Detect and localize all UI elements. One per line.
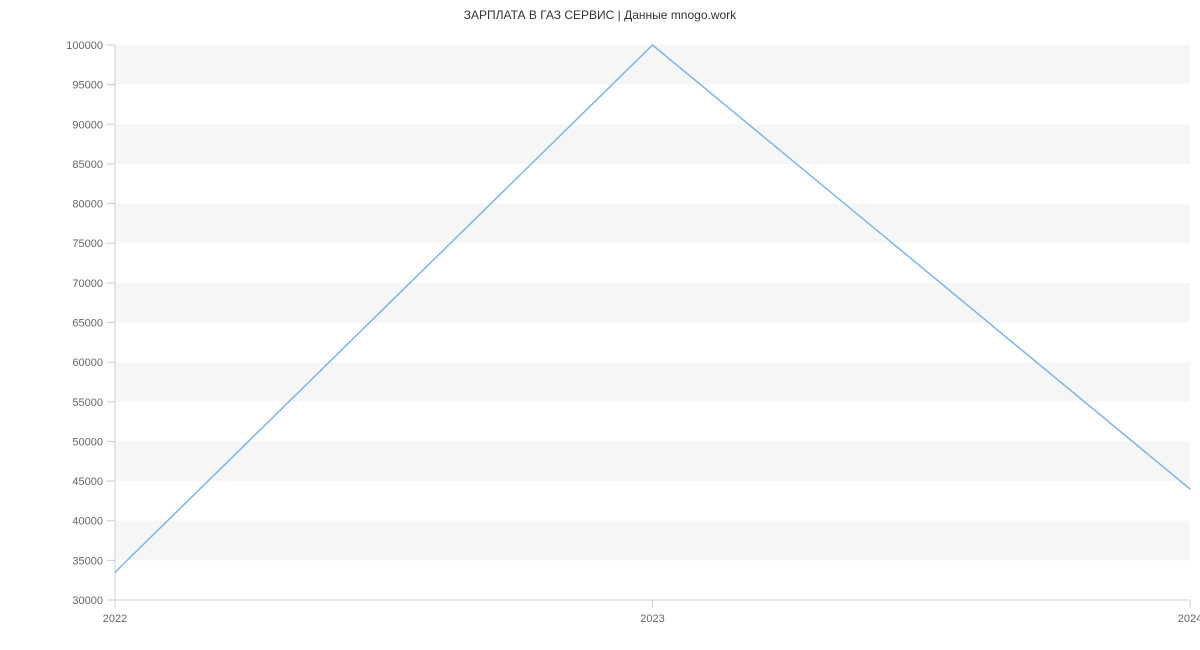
- grid-band: [115, 283, 1190, 323]
- y-tick-label: 45000: [72, 476, 103, 488]
- y-tick-label: 70000: [72, 278, 103, 290]
- grid-band: [115, 204, 1190, 244]
- grid-band: [115, 521, 1190, 561]
- y-tick-label: 50000: [72, 436, 103, 448]
- y-tick-label: 80000: [72, 199, 103, 211]
- x-tick-label: 2024: [1178, 613, 1200, 625]
- y-tick-label: 40000: [72, 516, 103, 528]
- y-tick-label: 85000: [72, 159, 103, 171]
- grid-band: [115, 124, 1190, 164]
- y-tick-label: 75000: [72, 238, 103, 250]
- y-tick-label: 55000: [72, 397, 103, 409]
- salary-chart: ЗАРПЛАТА В ГАЗ СЕРВИС | Данные mnogo.wor…: [0, 0, 1200, 650]
- y-tick-label: 95000: [72, 80, 103, 92]
- grid-band: [115, 45, 1190, 85]
- y-tick-label: 30000: [72, 595, 103, 607]
- y-tick-label: 60000: [72, 357, 103, 369]
- y-tick-label: 90000: [72, 119, 103, 131]
- grid-band: [115, 362, 1190, 402]
- x-tick-label: 2023: [640, 613, 664, 625]
- grid-band: [115, 441, 1190, 481]
- y-tick-label: 35000: [72, 555, 103, 567]
- x-tick-label: 2022: [103, 613, 127, 625]
- chart-svg: 30000 35000 40000 45000 50000 55000 60000 65000…: [0, 0, 1200, 650]
- y-tick-label: 100000: [66, 40, 103, 52]
- y-tick-label: 65000: [72, 318, 103, 330]
